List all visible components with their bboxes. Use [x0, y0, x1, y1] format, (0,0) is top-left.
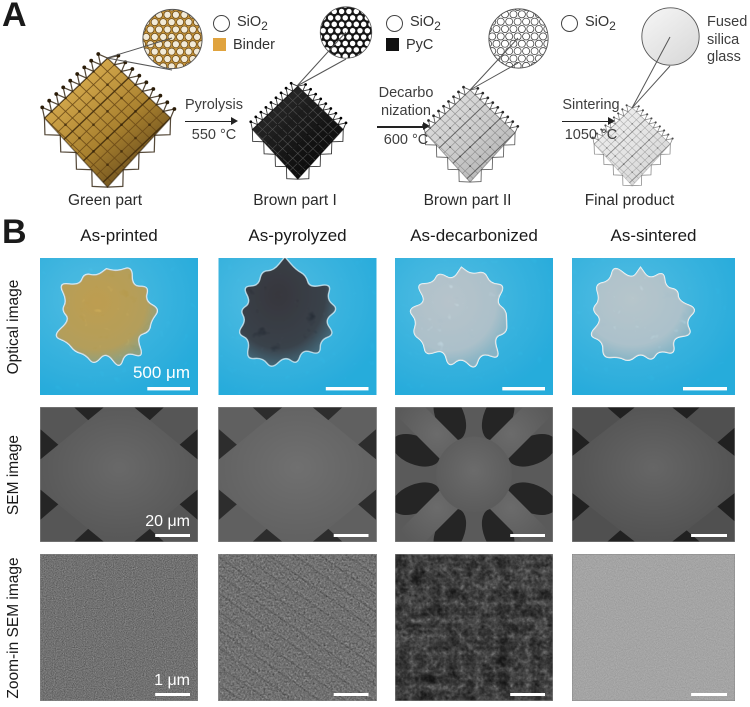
svg-text:1 μm: 1 μm	[154, 672, 190, 689]
svg-text:500 μm: 500 μm	[133, 363, 190, 382]
svg-text:20 μm: 20 μm	[145, 513, 190, 530]
